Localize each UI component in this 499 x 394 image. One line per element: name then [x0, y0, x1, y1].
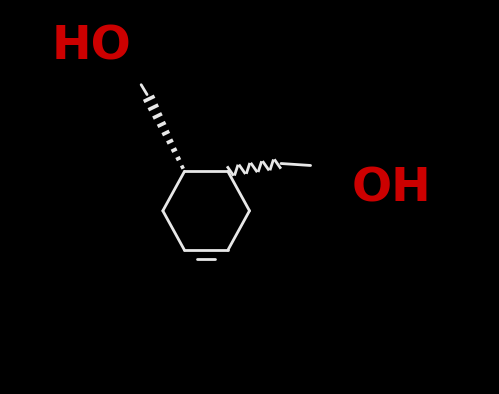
- Text: HO: HO: [52, 25, 132, 70]
- Text: OH: OH: [352, 167, 432, 212]
